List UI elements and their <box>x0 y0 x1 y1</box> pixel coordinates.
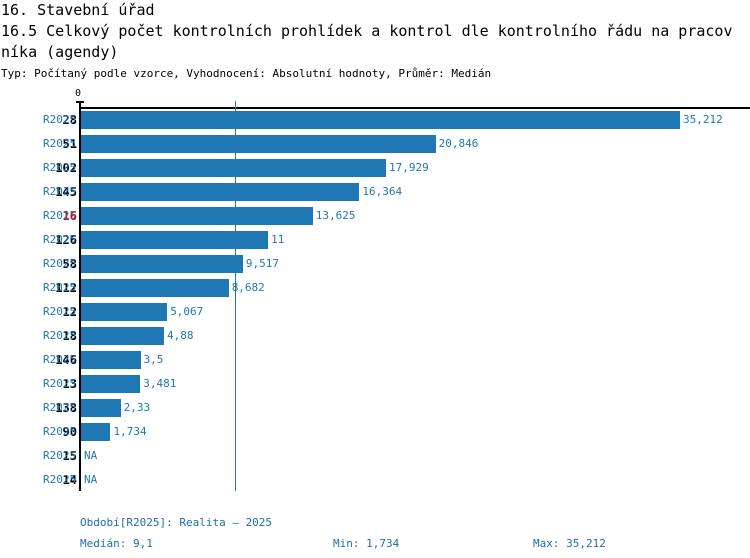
chart-subtitle: Typ: Počítaný podle vzorce, Vyhodnocení:… <box>1 67 492 80</box>
row-period-label: R2025 <box>43 449 77 462</box>
bar[interactable] <box>81 303 168 321</box>
table-row[interactable]: 13 R2025 3,481 <box>0 373 750 397</box>
row-category-label: 58 <box>62 257 77 271</box>
row-category-label: 14 <box>62 473 77 487</box>
value-axis-line <box>79 101 81 491</box>
stat-min: Min: 1,734 <box>333 537 400 550</box>
bar-value-label: 13,625 <box>315 209 356 222</box>
row-category-label: 18 <box>62 329 77 343</box>
section-title: 16. Stavební úřad <box>1 1 155 19</box>
bar-value-label: 20,846 <box>438 137 479 150</box>
bar-value-label: 35,212 <box>683 113 723 126</box>
row-period-label: R2025 <box>43 161 77 174</box>
row-category-label: 28 <box>62 113 77 127</box>
row-category-label: 12 <box>62 305 77 319</box>
bar-value-label: 11 <box>271 233 285 246</box>
bar-value-label: NA <box>84 473 98 486</box>
plot-top-border <box>79 107 750 109</box>
row-period-label: R2025 <box>43 305 77 318</box>
page-title-line2: níka (agendy) <box>1 43 119 61</box>
row-period-label: R2025 <box>43 209 77 222</box>
row-category-label: 138 <box>55 401 77 415</box>
bar[interactable] <box>81 351 141 369</box>
row-period-label: R2025 <box>43 281 77 294</box>
bar-value-label: 9,517 <box>245 257 280 270</box>
bar-value-label: 3,481 <box>143 377 177 390</box>
row-category-label: 51 <box>62 137 77 151</box>
bar-rows: 28 R2025 35,212 51 R2025 20,846 102 R2025 17,929… <box>0 109 750 493</box>
row-category-label: 13 <box>62 377 77 391</box>
bar-value-label: 17,929 <box>388 161 429 174</box>
page-title-line1: 16.5 Celkový počet kontrolních prohlídek… <box>1 22 733 40</box>
bar-value-label: 1,734 <box>113 425 147 438</box>
row-period-label: R2025 <box>43 353 77 366</box>
row-period-label: R2025 <box>43 233 77 246</box>
bar-value-label: 5,067 <box>170 305 204 318</box>
page-header: 16. Stavební úřad 16.5 Celkový počet kon… <box>0 0 750 82</box>
table-row[interactable]: 12 R2025 5,067 <box>0 301 750 325</box>
stat-max: Max: 35,212 <box>533 537 606 550</box>
table-row[interactable]: 126 R2025 11 <box>0 229 750 253</box>
row-category-label: 102 <box>55 161 77 175</box>
table-row[interactable]: 51 R2025 20,846 <box>0 133 750 157</box>
bar[interactable] <box>81 399 121 417</box>
row-category-label: 90 <box>62 425 77 439</box>
table-row[interactable]: 18 R2025 4,88 <box>0 325 750 349</box>
row-category-label: 15 <box>62 449 77 463</box>
row-period-label: R2025 <box>43 401 77 414</box>
table-row[interactable]: 14 R2025 NA <box>0 469 750 493</box>
bar[interactable] <box>81 231 269 249</box>
row-category-label: 145 <box>55 185 77 199</box>
bar[interactable] <box>81 279 229 297</box>
axis-tick-label-zero: 0 <box>75 88 82 99</box>
row-category-label: 112 <box>55 281 77 295</box>
table-row[interactable]: 15 R2025 NA <box>0 445 750 469</box>
table-row[interactable]: 146 R2025 3,5 <box>0 349 750 373</box>
bar[interactable] <box>81 327 164 345</box>
table-row[interactable]: 112 R2025 8,682 <box>0 277 750 301</box>
bar[interactable] <box>81 159 386 177</box>
row-category-label: 146 <box>55 353 77 367</box>
bar[interactable] <box>81 207 313 225</box>
bar[interactable] <box>81 183 360 201</box>
legend-period: Období[R2025]: Realita – 2025 <box>80 516 273 529</box>
table-row[interactable]: 138 R2025 2,33 <box>0 397 750 421</box>
table-row[interactable]: 16 R2025 13,625 <box>0 205 750 229</box>
bar[interactable] <box>81 375 141 393</box>
bar-value-label: 16,364 <box>362 185 403 198</box>
table-row[interactable]: 102 R2025 17,929 <box>0 157 750 181</box>
bar-value-label: 2,33 <box>123 401 151 414</box>
bar-value-label: 3,5 <box>143 353 164 366</box>
bar[interactable] <box>81 111 680 129</box>
bar-value-label: 8,682 <box>231 281 265 294</box>
bar[interactable] <box>81 135 436 153</box>
median-gridline <box>235 101 237 491</box>
stat-median: Medián: 9,1 <box>80 537 153 550</box>
bar[interactable] <box>81 255 243 273</box>
row-period-label: R2025 <box>43 185 77 198</box>
row-period-label: R2025 <box>43 113 77 126</box>
table-row[interactable]: 58 R2025 9,517 <box>0 253 750 277</box>
table-row[interactable]: 28 R2025 35,212 <box>0 109 750 133</box>
table-row[interactable]: 145 R2025 16,364 <box>0 181 750 205</box>
row-period-label: R2025 <box>43 137 77 150</box>
table-row[interactable]: 90 R2025 1,734 <box>0 421 750 445</box>
row-period-label: R2025 <box>43 329 77 342</box>
bar-value-label: NA <box>84 449 98 462</box>
row-period-label: R2025 <box>43 377 77 390</box>
row-period-label: R2025 <box>43 257 77 270</box>
row-category-label: 16 <box>62 209 77 223</box>
bar[interactable] <box>81 423 111 441</box>
row-period-label: R2025 <box>43 473 77 486</box>
bar-value-label: 4,88 <box>167 329 194 342</box>
row-period-label: R2025 <box>43 425 77 438</box>
row-category-label: 126 <box>55 233 77 247</box>
bar-chart: 0 28 R2025 35,212 51 R2025 20,846 102 R2025 17,9… <box>0 88 750 498</box>
